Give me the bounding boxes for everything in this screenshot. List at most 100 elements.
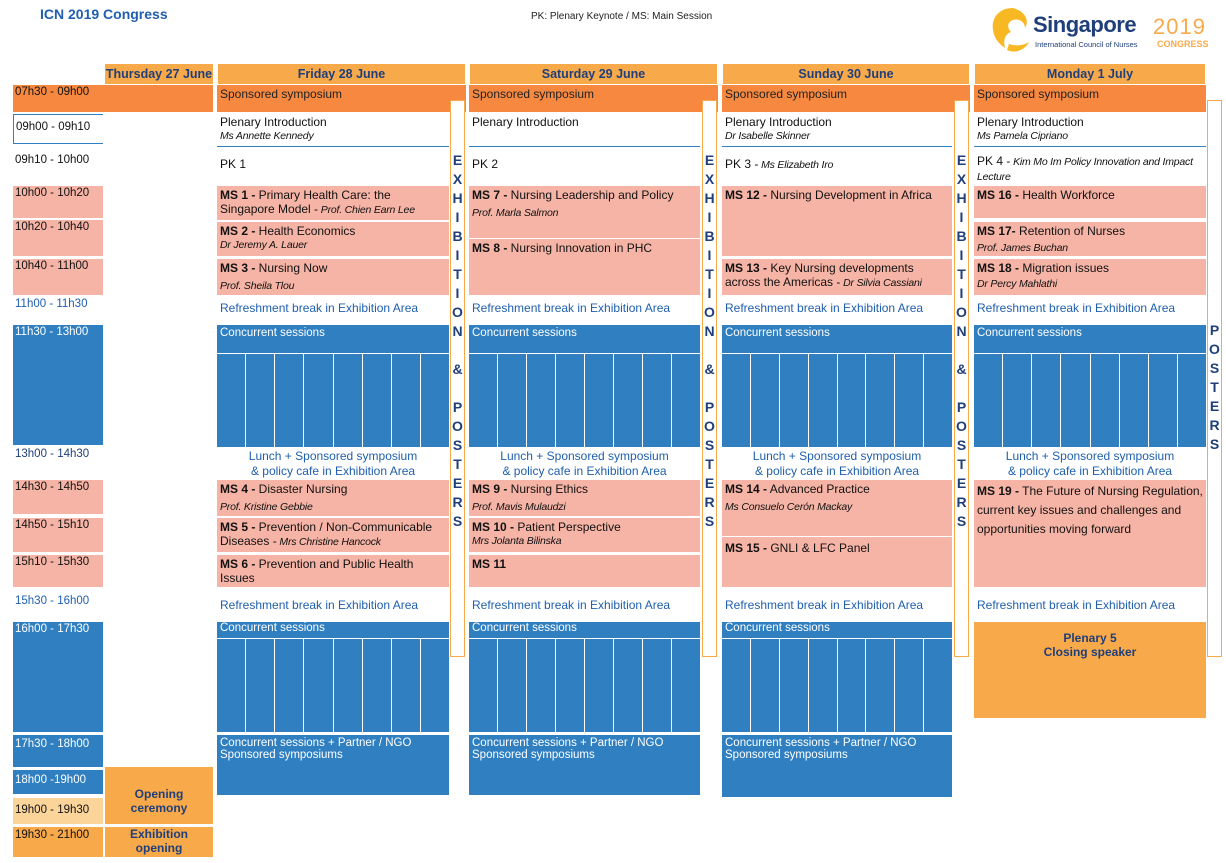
concurrent-session-grid — [469, 354, 700, 447]
plenary-5-closing: Plenary 5 Closing speaker — [974, 622, 1206, 718]
main-session-ms14: MS 14 - Advanced Practice Ms Consuelo Ce… — [722, 480, 952, 536]
concurrent-sessions: Concurrent sessions — [469, 622, 700, 638]
refreshment-break: Refreshment break in Exhibition Area — [220, 598, 419, 612]
time-slot: 11h30 - 13h00 — [13, 325, 103, 445]
plenary-introduction: Plenary Introduction Ms Pamela Cipriano — [974, 113, 1206, 147]
speaker: Dr Isabelle Skinner — [725, 130, 810, 142]
time-slot: 17h30 - 18h00 — [13, 735, 103, 767]
plenary-introduction: Plenary Introduction — [469, 113, 700, 147]
main-session-ms19: MS 19 - The Future of Nursing Regulation… — [974, 480, 1206, 587]
main-session-ms17: MS 17- Retention of Nurses Prof. James B… — [974, 222, 1206, 256]
concurrent-sessions: Concurrent sessions — [217, 622, 449, 638]
lion-logo-icon — [992, 8, 1029, 52]
refreshment-break: Refreshment break in Exhibition Area — [977, 598, 1176, 612]
main-session-ms10: MS 10 - Patient Perspective Mrs Jolanta … — [469, 518, 700, 552]
congress-logo: Singapore 2019 International Council of … — [985, 4, 1215, 58]
concurrent-partner-sessions: Concurrent sessions + Partner / NGO Spons… — [722, 735, 952, 797]
concurrent-session-grid — [974, 354, 1206, 447]
time-slot: 19h30 - 21h00 — [13, 827, 103, 857]
plenary-keynote: PK 1 — [220, 157, 247, 171]
time-slot: 09h10 - 10h00 — [15, 154, 90, 166]
concurrent-session-grid — [217, 354, 449, 447]
lunch-break: Lunch + Sponsored symposium & policy cafe… — [500, 449, 669, 478]
main-session-ms9: MS 9 - Nursing Ethics Prof. Mavis Mulaud… — [469, 480, 700, 516]
speaker: Ms Annette Kennedy — [220, 130, 314, 142]
sponsored-symposium: Sponsored symposium — [722, 85, 970, 112]
main-session-ms8: MS 8 - Nursing Innovation in PHC — [469, 239, 700, 295]
concurrent-session-grid — [722, 639, 952, 732]
time-slot: 13h00 - 14h30 — [15, 448, 90, 460]
main-session-ms3: MS 3 - Nursing Now Prof. Sheila Tlou — [217, 259, 449, 295]
concurrent-sessions: Concurrent sessions — [722, 325, 952, 353]
main-session-ms6: MS 6 - Prevention and Public Health Issu… — [217, 555, 449, 587]
legend: PK: Plenary Keynote / MS: Main Session — [531, 11, 713, 22]
refreshment-break: Refreshment break in Exhibition Area — [472, 598, 671, 612]
main-session-ms4: MS 4 - Disaster Nursing Prof. Kristine G… — [217, 480, 449, 516]
time-slot: 15h10 - 15h30 — [13, 555, 103, 587]
time-slot: 19h00 - 19h30 — [13, 798, 103, 824]
time-slot: 15h30 - 16h00 — [15, 595, 90, 607]
plenary-keynote: PK 3 - Ms Elizabeth Iro — [725, 157, 834, 171]
main-session-ms2: MS 2 - Health Economics Dr Jeremy A. Lau… — [217, 222, 449, 256]
sponsored-symposium: Sponsored symposium — [974, 85, 1206, 112]
exhibition-posters-vertical-label: E X H I B I T I O N & P O S T E R S — [702, 100, 717, 657]
concurrent-sessions: Concurrent sessions — [974, 325, 1206, 353]
time-slot: 09h00 - 09h10 — [13, 114, 103, 144]
main-session-ms5: MS 5 - Prevention / Non-Communicable Dis… — [217, 518, 449, 552]
time-slot: 10h40 - 11h00 — [13, 259, 103, 295]
main-session-ms13: MS 13 - Key Nursing developments across … — [722, 259, 952, 295]
day-header-thursday: Thursday 27 June — [104, 63, 214, 85]
lunch-break: Lunch + Sponsored symposium & policy cafe… — [248, 449, 418, 478]
main-session-ms7: MS 7 - Nursing Leadership and Policy Pro… — [469, 186, 700, 238]
refreshment-break: Refreshment break in Exhibition Area — [977, 301, 1176, 315]
logo-congress: CONGRESS — [1157, 39, 1209, 49]
logo-word: Singapore — [1033, 12, 1137, 37]
plenary-introduction: Plenary Introduction Ms Annette Kennedy — [217, 113, 449, 147]
refreshment-break: Refreshment break in Exhibition Area — [220, 301, 419, 315]
main-session-ms11: MS 11 — [469, 555, 700, 587]
refreshment-break: Refreshment break in Exhibition Area — [725, 301, 924, 315]
exhibition-opening: Exhibition opening — [105, 827, 213, 857]
plenary-keynote: PK 4 - Kim Mo Im Policy Innovation and I… — [977, 154, 1193, 183]
sponsored-symposium: Sponsored symposium — [217, 85, 466, 112]
plenary-introduction: Plenary Introduction Dr Isabelle Skinner — [722, 113, 952, 147]
day-header-saturday: Saturday 29 June — [469, 63, 718, 85]
lunch-break: Lunch + Sponsored symposium & policy cafe… — [1005, 449, 1175, 478]
day-header-sunday: Sunday 30 June — [722, 63, 970, 85]
logo-year: 2019 — [1153, 14, 1206, 39]
time-slot: 07h30 - 09h00 — [13, 85, 213, 112]
logo-sub: International Council of Nurses — [1035, 40, 1138, 49]
refreshment-break: Refreshment break in Exhibition Area — [725, 598, 924, 612]
main-session-ms15: MS 15 - GNLI & LFC Panel — [722, 537, 952, 587]
time-slot: 11h00 - 11h30 — [15, 298, 88, 310]
page-title: ICN 2019 Congress — [40, 6, 168, 22]
time-slot: 14h50 - 15h10 — [13, 518, 103, 552]
refreshment-break: Refreshment break in Exhibition Area — [472, 301, 671, 315]
time-slot: 16h00 - 17h30 — [13, 622, 103, 732]
concurrent-partner-sessions: Concurrent sessions + Partner / NGO Spons… — [469, 735, 700, 795]
time-slot: 10h00 - 10h20 — [13, 186, 103, 218]
speaker: Ms Pamela Cipriano — [977, 130, 1068, 142]
main-session-ms1: MS 1 - Primary Health Care: the Singapor… — [217, 186, 449, 220]
day-header-friday: Friday 28 June — [217, 63, 466, 85]
concurrent-partner-sessions: Concurrent sessions + Partner / NGO Spons… — [217, 735, 449, 795]
exhibition-posters-vertical-label: E X H I B I T I O N & P O S T E R S — [954, 100, 969, 657]
main-session-ms18: MS 18 - Migration issues Dr Percy Mahlat… — [974, 259, 1206, 295]
concurrent-sessions: Concurrent sessions — [217, 325, 449, 353]
concurrent-sessions: Concurrent sessions — [469, 325, 700, 353]
opening-ceremony: Opening ceremony — [105, 767, 213, 824]
main-session-ms16: MS 16 - Health Workforce — [974, 186, 1206, 218]
concurrent-sessions: Concurrent sessions — [722, 622, 952, 638]
time-slot: 14h30 - 14h50 — [13, 480, 103, 514]
main-session-ms12: MS 12 - Nursing Development in Africa — [722, 186, 952, 256]
concurrent-session-grid — [469, 639, 700, 732]
day-header-monday: Monday 1 July — [974, 63, 1206, 85]
lunch-break: Lunch + Sponsored symposium & policy cafe… — [752, 449, 922, 478]
exhibition-posters-vertical-label: E X H I B I T I O N & P O S T E R S — [450, 100, 465, 657]
time-slot: 18h00 -19h00 — [13, 770, 103, 794]
concurrent-session-grid — [217, 639, 449, 732]
time-slot: 10h20 - 10h40 — [13, 220, 103, 256]
plenary-keynote: PK 2 — [472, 157, 499, 171]
concurrent-session-grid — [722, 354, 952, 447]
